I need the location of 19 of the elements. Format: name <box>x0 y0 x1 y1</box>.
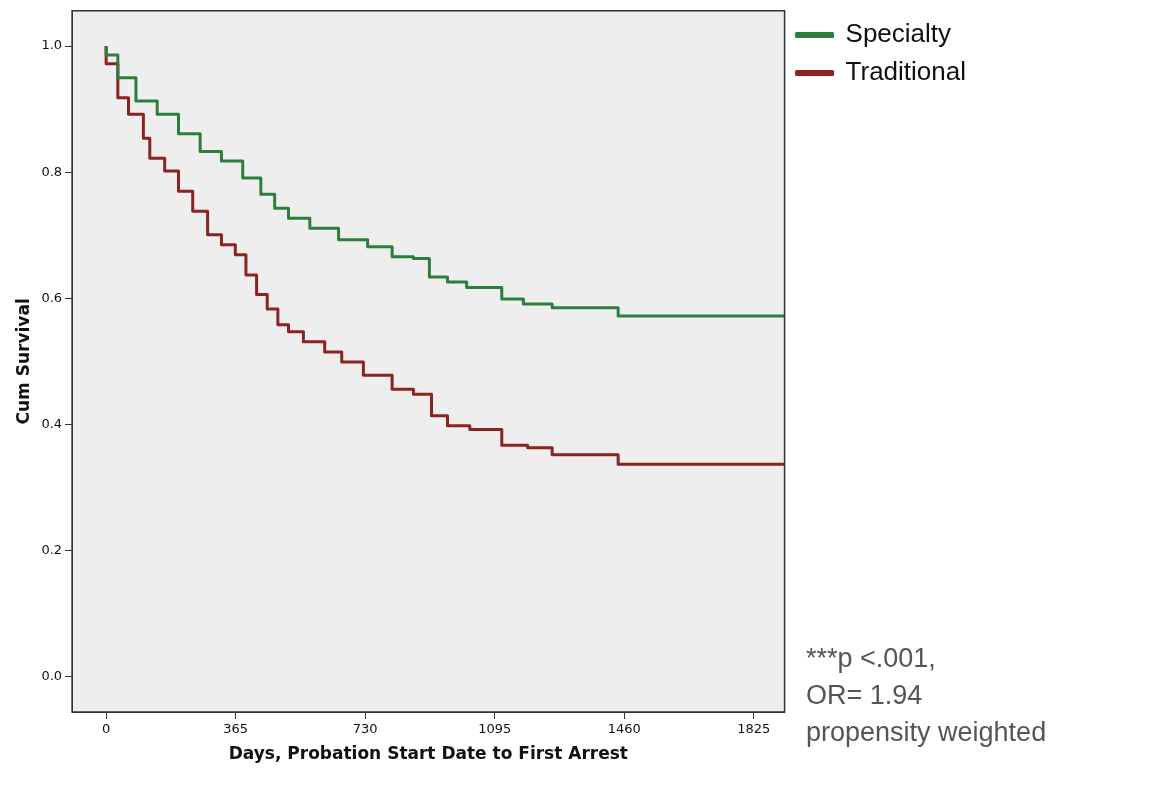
x-tick-label: 730 <box>352 721 378 737</box>
x-tick-label: 1825 <box>737 721 771 737</box>
y-tick-label: 0.8 <box>41 163 63 179</box>
x-tick-label: 1095 <box>478 721 512 737</box>
x-tick-label: 1460 <box>607 721 641 737</box>
y-tick-label: 0.4 <box>41 415 63 431</box>
y-tick-label: 0.0 <box>41 668 63 684</box>
x-tick-label: 365 <box>223 721 249 737</box>
text: propensity weighted <box>806 716 1047 749</box>
text: ***p <.001, <box>806 642 937 675</box>
y-tick-label: 0.6 <box>41 289 63 305</box>
y-tick-label: 0.2 <box>41 541 63 557</box>
y-tick-label: 1.0 <box>41 37 63 53</box>
y-axis-title: Cum Survival <box>12 298 33 425</box>
x-axis-title: Days, Probation Start Date to First Arrest <box>228 743 628 764</box>
text: OR= 1.94 <box>806 679 924 712</box>
legend-label: Specialty <box>845 18 952 49</box>
legend-label: Traditional <box>845 56 967 87</box>
x-tick-label: 0 <box>102 721 111 737</box>
